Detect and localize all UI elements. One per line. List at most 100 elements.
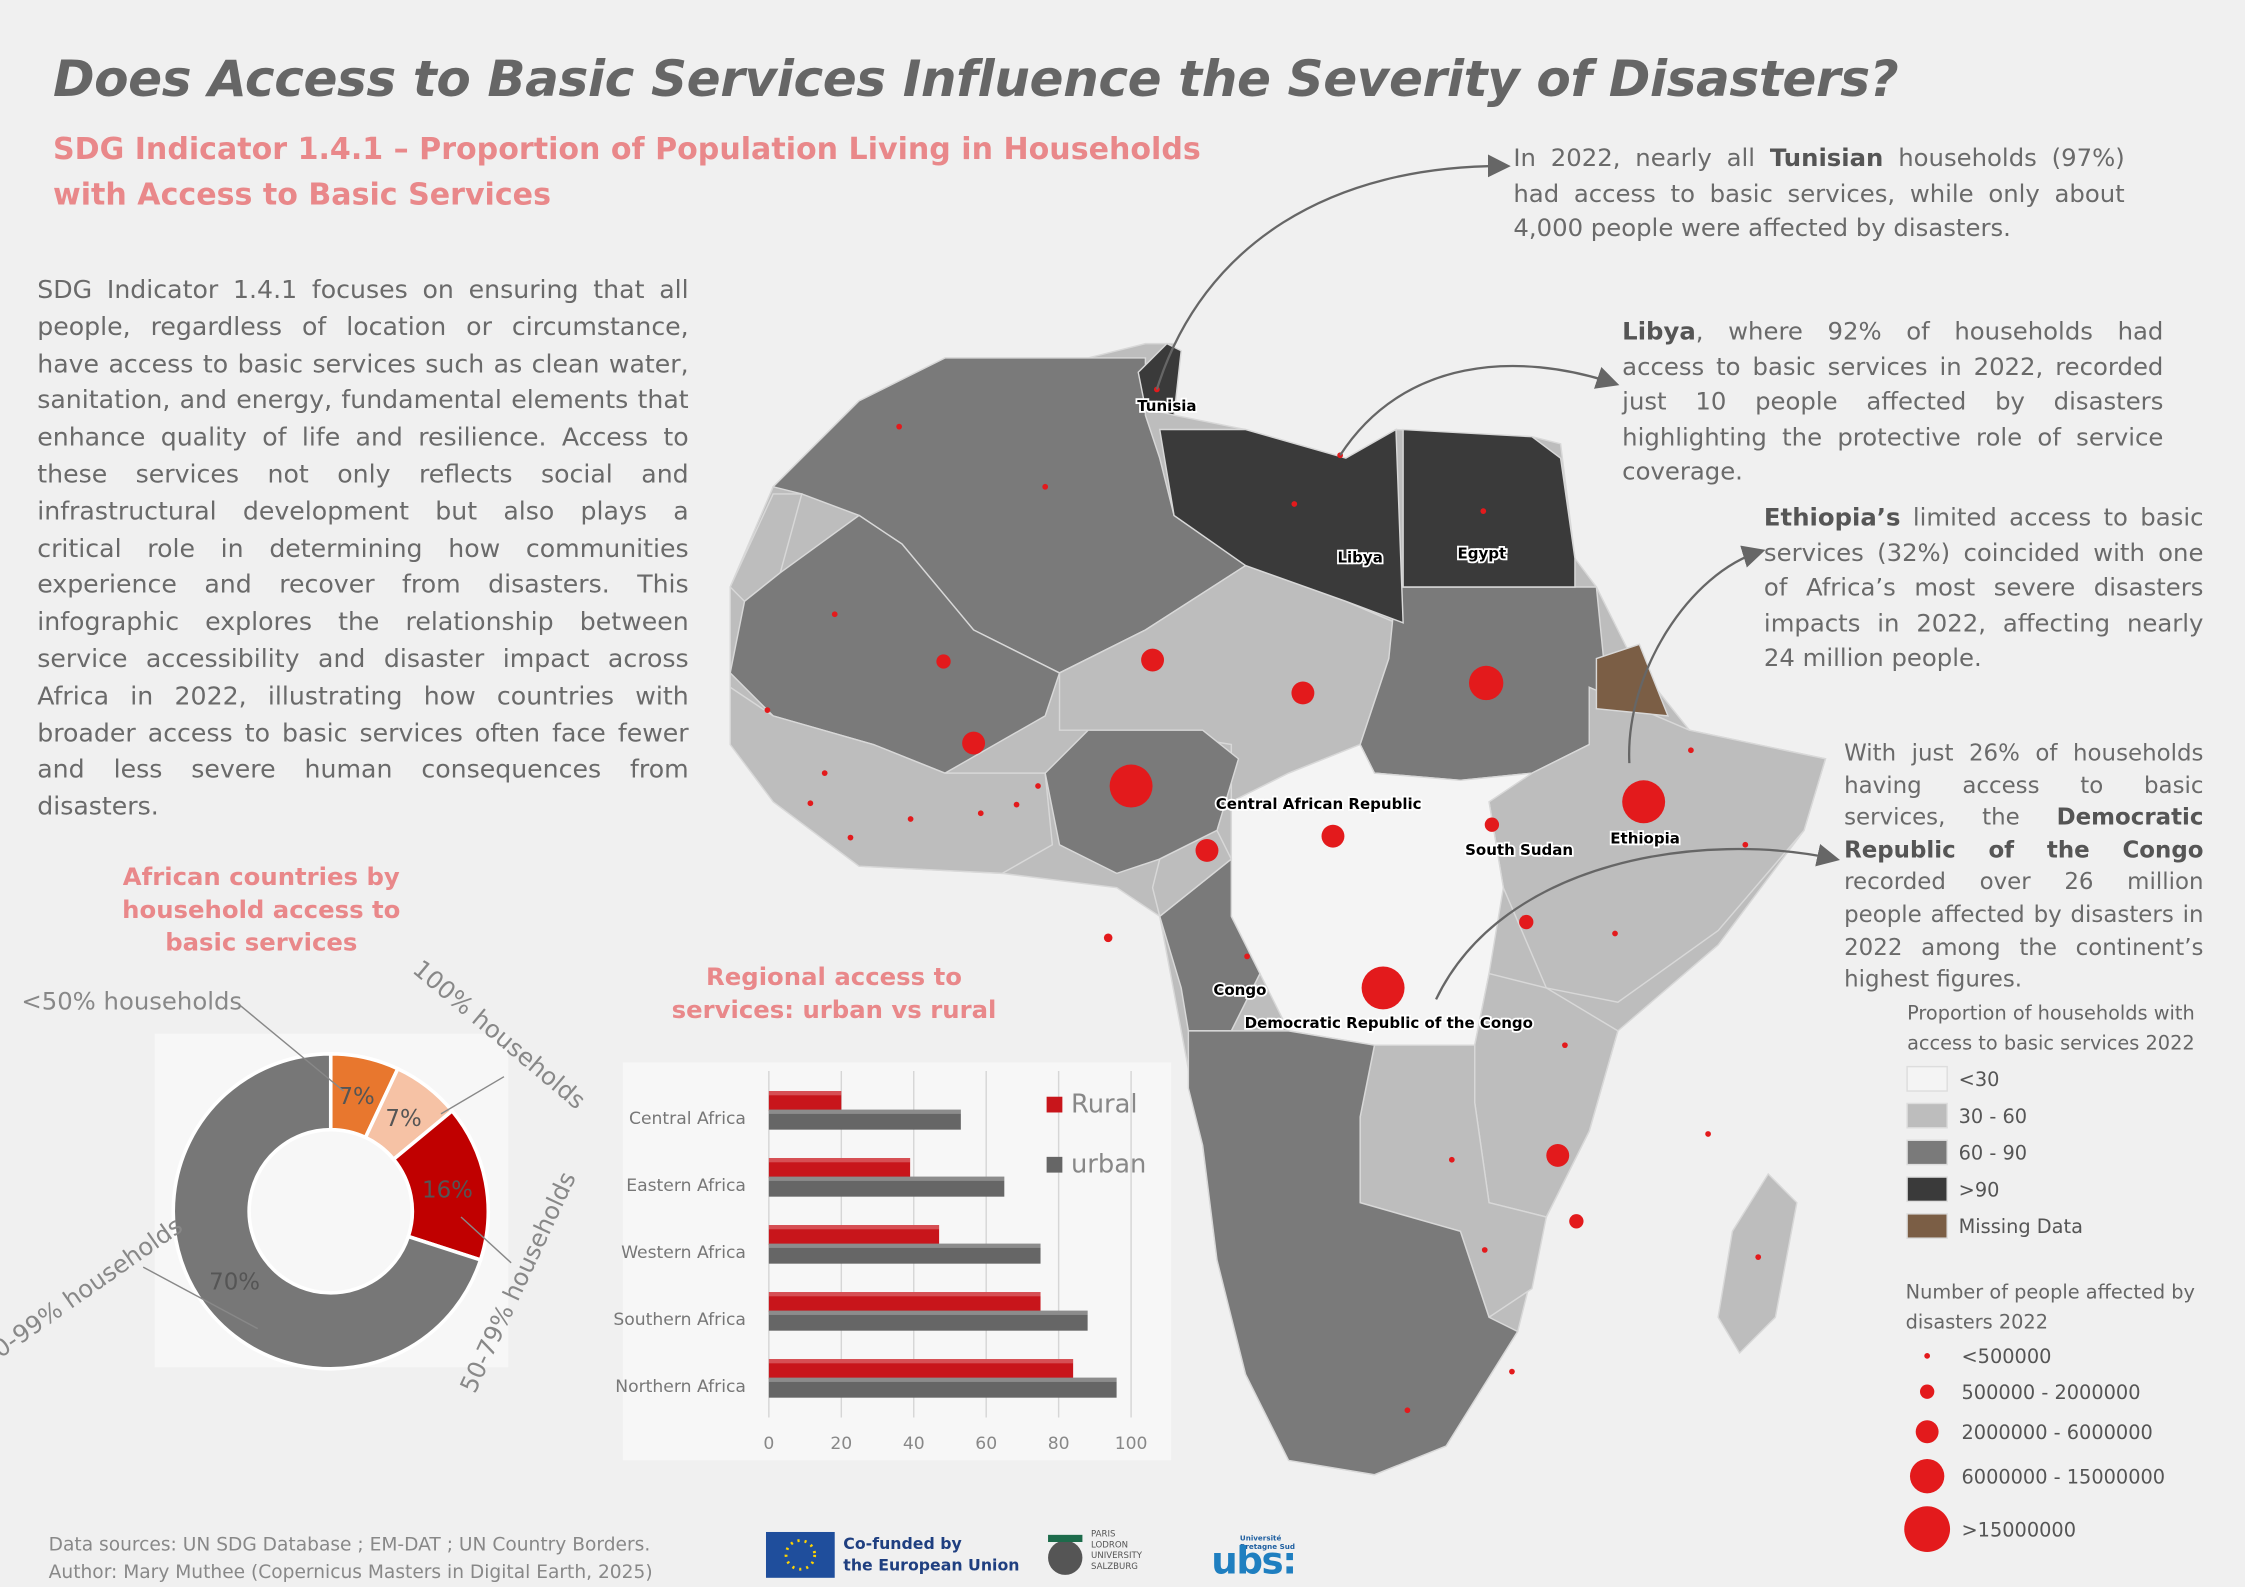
bar — [768, 1243, 1041, 1264]
legend-bubble — [1909, 1458, 1945, 1494]
donut-value-label: 7% — [338, 1084, 374, 1110]
country — [1595, 643, 1670, 717]
eu-line: the European Union — [843, 1556, 1020, 1575]
x-tick-label: 20 — [830, 1434, 852, 1454]
legend-swatch — [1906, 1213, 1948, 1239]
bar — [768, 1109, 961, 1130]
callout-text: Ethiopia’s — [1763, 503, 1901, 533]
legend-bubble — [1924, 1353, 1931, 1359]
subtitle: SDG Indicator 1.4.1 – Proportion of Popu… — [52, 131, 1201, 212]
disaster-bubble — [821, 770, 828, 777]
disaster-bubble — [1103, 933, 1113, 943]
legend-swatch — [1906, 1139, 1948, 1166]
x-tick-label: 60 — [975, 1434, 997, 1454]
country — [729, 493, 803, 603]
callout-text: Democratic Republic of the Congo — [1844, 803, 2204, 864]
disaster-bubble — [936, 654, 951, 669]
donut-leaders — [142, 1001, 512, 1330]
legend-label: Missing Data — [1959, 1215, 2083, 1238]
bar-shade — [768, 1158, 911, 1163]
donut-slice — [171, 1051, 483, 1371]
leader-line — [142, 1266, 259, 1330]
country — [1158, 428, 1404, 624]
intro-text: SDG Indicator 1.4.1 focuses on ensuring … — [37, 276, 689, 823]
country-label: Congo — [1213, 981, 1266, 999]
bar — [768, 1359, 1074, 1380]
plus-line: PARIS — [1091, 1529, 1116, 1540]
callout-text: households (97%) had access to basic ser… — [1513, 144, 2125, 244]
leader-line — [235, 1001, 345, 1092]
callout-text: With just 26% of households having acces… — [1844, 738, 2204, 831]
disaster-bubble — [1484, 817, 1500, 832]
bar-shade — [768, 1243, 1041, 1248]
bar — [768, 1158, 911, 1179]
callout-text: Tunisian — [1769, 144, 1884, 174]
legend-title: Number of people affected by disasters 20… — [1906, 1281, 2195, 1334]
legend-bubble — [1915, 1420, 1939, 1444]
disaster-bubble — [764, 707, 771, 714]
legend-swatch — [1046, 1096, 1063, 1113]
sources: Data sources: UN SDG Database ; EM-DAT ;… — [48, 1534, 651, 1557]
y-tick-label: Central Africa — [629, 1109, 746, 1129]
disaster-bubble — [1195, 839, 1219, 862]
country-label: Democratic Republic of the Congo — [1245, 1014, 1533, 1032]
africa-map — [729, 342, 1827, 1476]
y-tick-label: Western Africa — [621, 1243, 746, 1263]
legend-label: 30 - 60 — [1959, 1105, 2027, 1128]
country-label: Central African Republic — [1216, 795, 1422, 813]
country — [1488, 686, 1827, 1003]
legend-label: >15000000 — [1962, 1518, 2076, 1541]
legend-swatch — [1046, 1156, 1063, 1173]
disaster-bubble — [1519, 914, 1534, 930]
disaster-bubble — [1705, 1131, 1711, 1137]
legend-swatch — [1906, 1065, 1948, 1092]
bar-title: Regional access to services: urban vs ru… — [671, 963, 997, 1026]
disaster-bubble — [831, 611, 838, 618]
eu-logo-text: Co-funded by the European Union — [843, 1533, 1019, 1576]
disaster-bubble — [977, 810, 984, 817]
x-tick-label: 40 — [903, 1434, 925, 1454]
bar-shade — [768, 1225, 940, 1230]
callout-text: Libya — [1622, 317, 1696, 347]
country — [1402, 428, 1576, 588]
bar — [768, 1225, 940, 1246]
legend-label: Rural — [1071, 1089, 1138, 1119]
bar — [768, 1310, 1088, 1331]
bar — [768, 1377, 1117, 1398]
callout-text: In 2022, nearly all — [1513, 144, 1770, 174]
disaster-bubble — [807, 800, 814, 807]
bar-shade — [768, 1377, 1117, 1382]
arrow — [1155, 154, 1511, 390]
disaster-bubble — [1035, 783, 1041, 789]
disaster-bubble — [1109, 764, 1153, 808]
arrow — [1339, 364, 1620, 456]
leader-line — [440, 1076, 505, 1115]
disaster-bubble — [1291, 681, 1315, 705]
bar — [768, 1176, 1005, 1197]
plus-line: SALZBURG — [1091, 1561, 1138, 1572]
legend-swatch — [1906, 1176, 1948, 1203]
disaster-bubble — [1480, 508, 1487, 515]
arrows — [1155, 154, 1840, 1000]
legend-label: 500000 - 2000000 — [1962, 1381, 2141, 1404]
disaster-bubble — [1448, 1156, 1455, 1163]
legend-label: >90 — [1959, 1178, 2000, 1201]
legend-swatch — [1906, 1102, 1948, 1129]
callout-text: limited access to basic services (32%) c… — [1763, 503, 2204, 674]
y-tick-label: Northern Africa — [615, 1377, 746, 1397]
bar-shade — [768, 1091, 842, 1096]
title: Does Access to Basic Services Influence … — [52, 51, 1899, 109]
bar-chart: 0 20 40 60 80 100 Central Africa Eastern Africa… — [613, 1070, 1147, 1454]
bar-shade — [768, 1109, 961, 1114]
disaster-bubble — [1468, 665, 1504, 701]
bar — [768, 1292, 1041, 1313]
bar-shade — [768, 1176, 1005, 1181]
disaster-bubble — [1562, 1042, 1568, 1049]
disaster-bubble — [1688, 747, 1694, 754]
map-legend: Proportion of households with access to b… — [1904, 1001, 2195, 1553]
disaster-bubble — [1042, 483, 1049, 490]
ubs-logo: ubs: — [1211, 1540, 1297, 1584]
arrow — [1628, 545, 1766, 764]
callout: Libya, where 92% of households had acces… — [1622, 315, 2163, 491]
